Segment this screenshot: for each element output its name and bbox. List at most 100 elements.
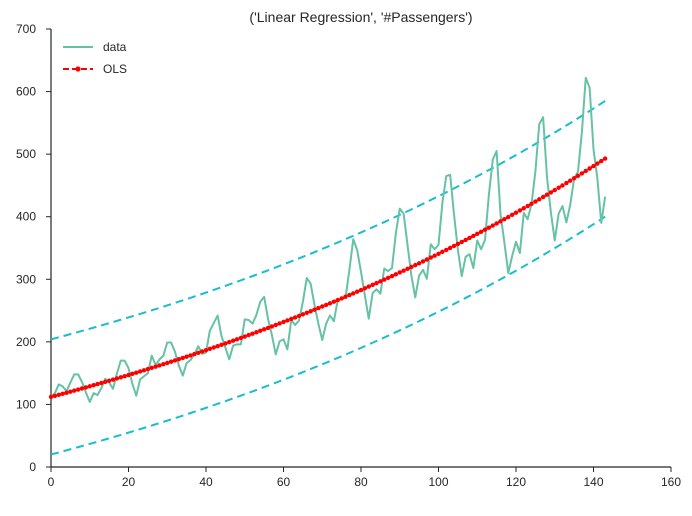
- x-tick-label: 160: [661, 475, 681, 489]
- ols-point: [335, 297, 340, 303]
- ols-point: [440, 249, 445, 255]
- ols-point: [583, 168, 588, 174]
- ols-point: [87, 384, 92, 389]
- ols-point: [529, 201, 534, 206]
- ols-point: [475, 231, 480, 237]
- y-tick-label: 0: [29, 460, 36, 474]
- ols-point: [389, 273, 395, 279]
- ols-point: [571, 176, 577, 181]
- ols-point: [599, 158, 604, 164]
- ols-point: [351, 291, 356, 296]
- ols-point: [72, 388, 77, 393]
- ols-point: [602, 156, 608, 161]
- axes: 0 20 40 60 80 100 120 140 160 0 100 200 300 400 500 600…: [16, 22, 681, 489]
- ols-point: [165, 360, 170, 366]
- ols-point: [436, 251, 441, 256]
- ols-point: [397, 270, 402, 275]
- ols-point: [234, 337, 240, 342]
- x-tick-label: 40: [199, 475, 213, 489]
- ols-point: [130, 371, 135, 377]
- ols-point: [451, 243, 457, 249]
- ols-point: [196, 350, 201, 355]
- ols-point: [498, 219, 503, 224]
- ols-point: [269, 324, 275, 329]
- legend: data OLS: [63, 40, 127, 76]
- ols-point: [478, 229, 484, 234]
- ols-point: [521, 206, 526, 211]
- ols-point: [525, 203, 530, 209]
- ols-point: [79, 386, 85, 391]
- ols-point: [215, 343, 220, 349]
- ols-point: [56, 392, 61, 398]
- y-tick-label: 700: [16, 22, 36, 36]
- ols-point: [273, 322, 278, 328]
- ols-point: [327, 301, 333, 306]
- chart-title: ('Linear Regression', '#Passengers'): [249, 9, 472, 25]
- ols-point: [304, 310, 309, 316]
- ols-point: [416, 261, 422, 266]
- ols-point: [506, 214, 511, 220]
- ols-point: [490, 223, 495, 228]
- ols-point: [75, 387, 81, 392]
- ols-point: [118, 375, 123, 380]
- ols-point: [320, 304, 325, 309]
- ols-point: [153, 364, 158, 369]
- ols-point: [106, 378, 112, 383]
- ols-point: [149, 365, 154, 371]
- ols-point: [366, 284, 371, 289]
- ols-point: [482, 227, 488, 232]
- ols-point: [595, 161, 600, 166]
- ols-point: [192, 351, 197, 357]
- ols-point: [471, 233, 476, 239]
- ols-point: [91, 383, 96, 388]
- y-tick-label: 300: [16, 272, 36, 286]
- ols-point: [544, 192, 550, 197]
- ols-point: [285, 318, 290, 323]
- ols-point: [463, 237, 468, 243]
- ols-point: [277, 321, 282, 326]
- ols-point: [413, 262, 418, 268]
- ols-point: [261, 327, 267, 332]
- ols-point: [254, 330, 259, 335]
- ols-point: [405, 266, 410, 272]
- ols-point: [227, 339, 232, 345]
- data-series-line: [50, 76, 607, 403]
- ols-point: [459, 239, 464, 245]
- x-tick-label: 120: [506, 475, 526, 489]
- x-tick-label: 60: [277, 475, 291, 489]
- ols-point: [447, 245, 453, 251]
- ols-point: [579, 171, 585, 176]
- ols-point: [52, 393, 58, 399]
- ols-point: [211, 345, 216, 350]
- ols-point: [308, 309, 313, 314]
- ols-point: [188, 353, 193, 358]
- ols-point: [300, 312, 306, 317]
- ols-point: [114, 376, 120, 381]
- ols-point: [68, 389, 73, 394]
- lower-bound-line: [50, 215, 606, 456]
- ols-point: [401, 268, 406, 273]
- ols-point: [250, 331, 255, 336]
- ols-point: [564, 180, 569, 186]
- ols-point: [444, 247, 449, 253]
- y-tick-label: 100: [16, 397, 36, 411]
- x-tick-label: 0: [48, 475, 55, 489]
- x-tick-label: 80: [354, 475, 368, 489]
- ols-point: [289, 316, 294, 322]
- ols-point: [312, 307, 317, 312]
- ols-point: [552, 187, 557, 193]
- ols-point: [145, 366, 151, 372]
- y-tick-label: 200: [16, 335, 36, 349]
- ols-point: [122, 373, 127, 379]
- ols-point: [199, 349, 205, 354]
- ols-point: [347, 292, 352, 298]
- ols-point: [296, 313, 302, 319]
- ols-point: [157, 363, 162, 368]
- ols-point: [207, 346, 213, 352]
- ols-point: [292, 315, 298, 320]
- ols-point: [343, 294, 348, 299]
- ols-point: [537, 197, 542, 202]
- ols-point: [134, 370, 139, 375]
- ols-point: [246, 332, 251, 338]
